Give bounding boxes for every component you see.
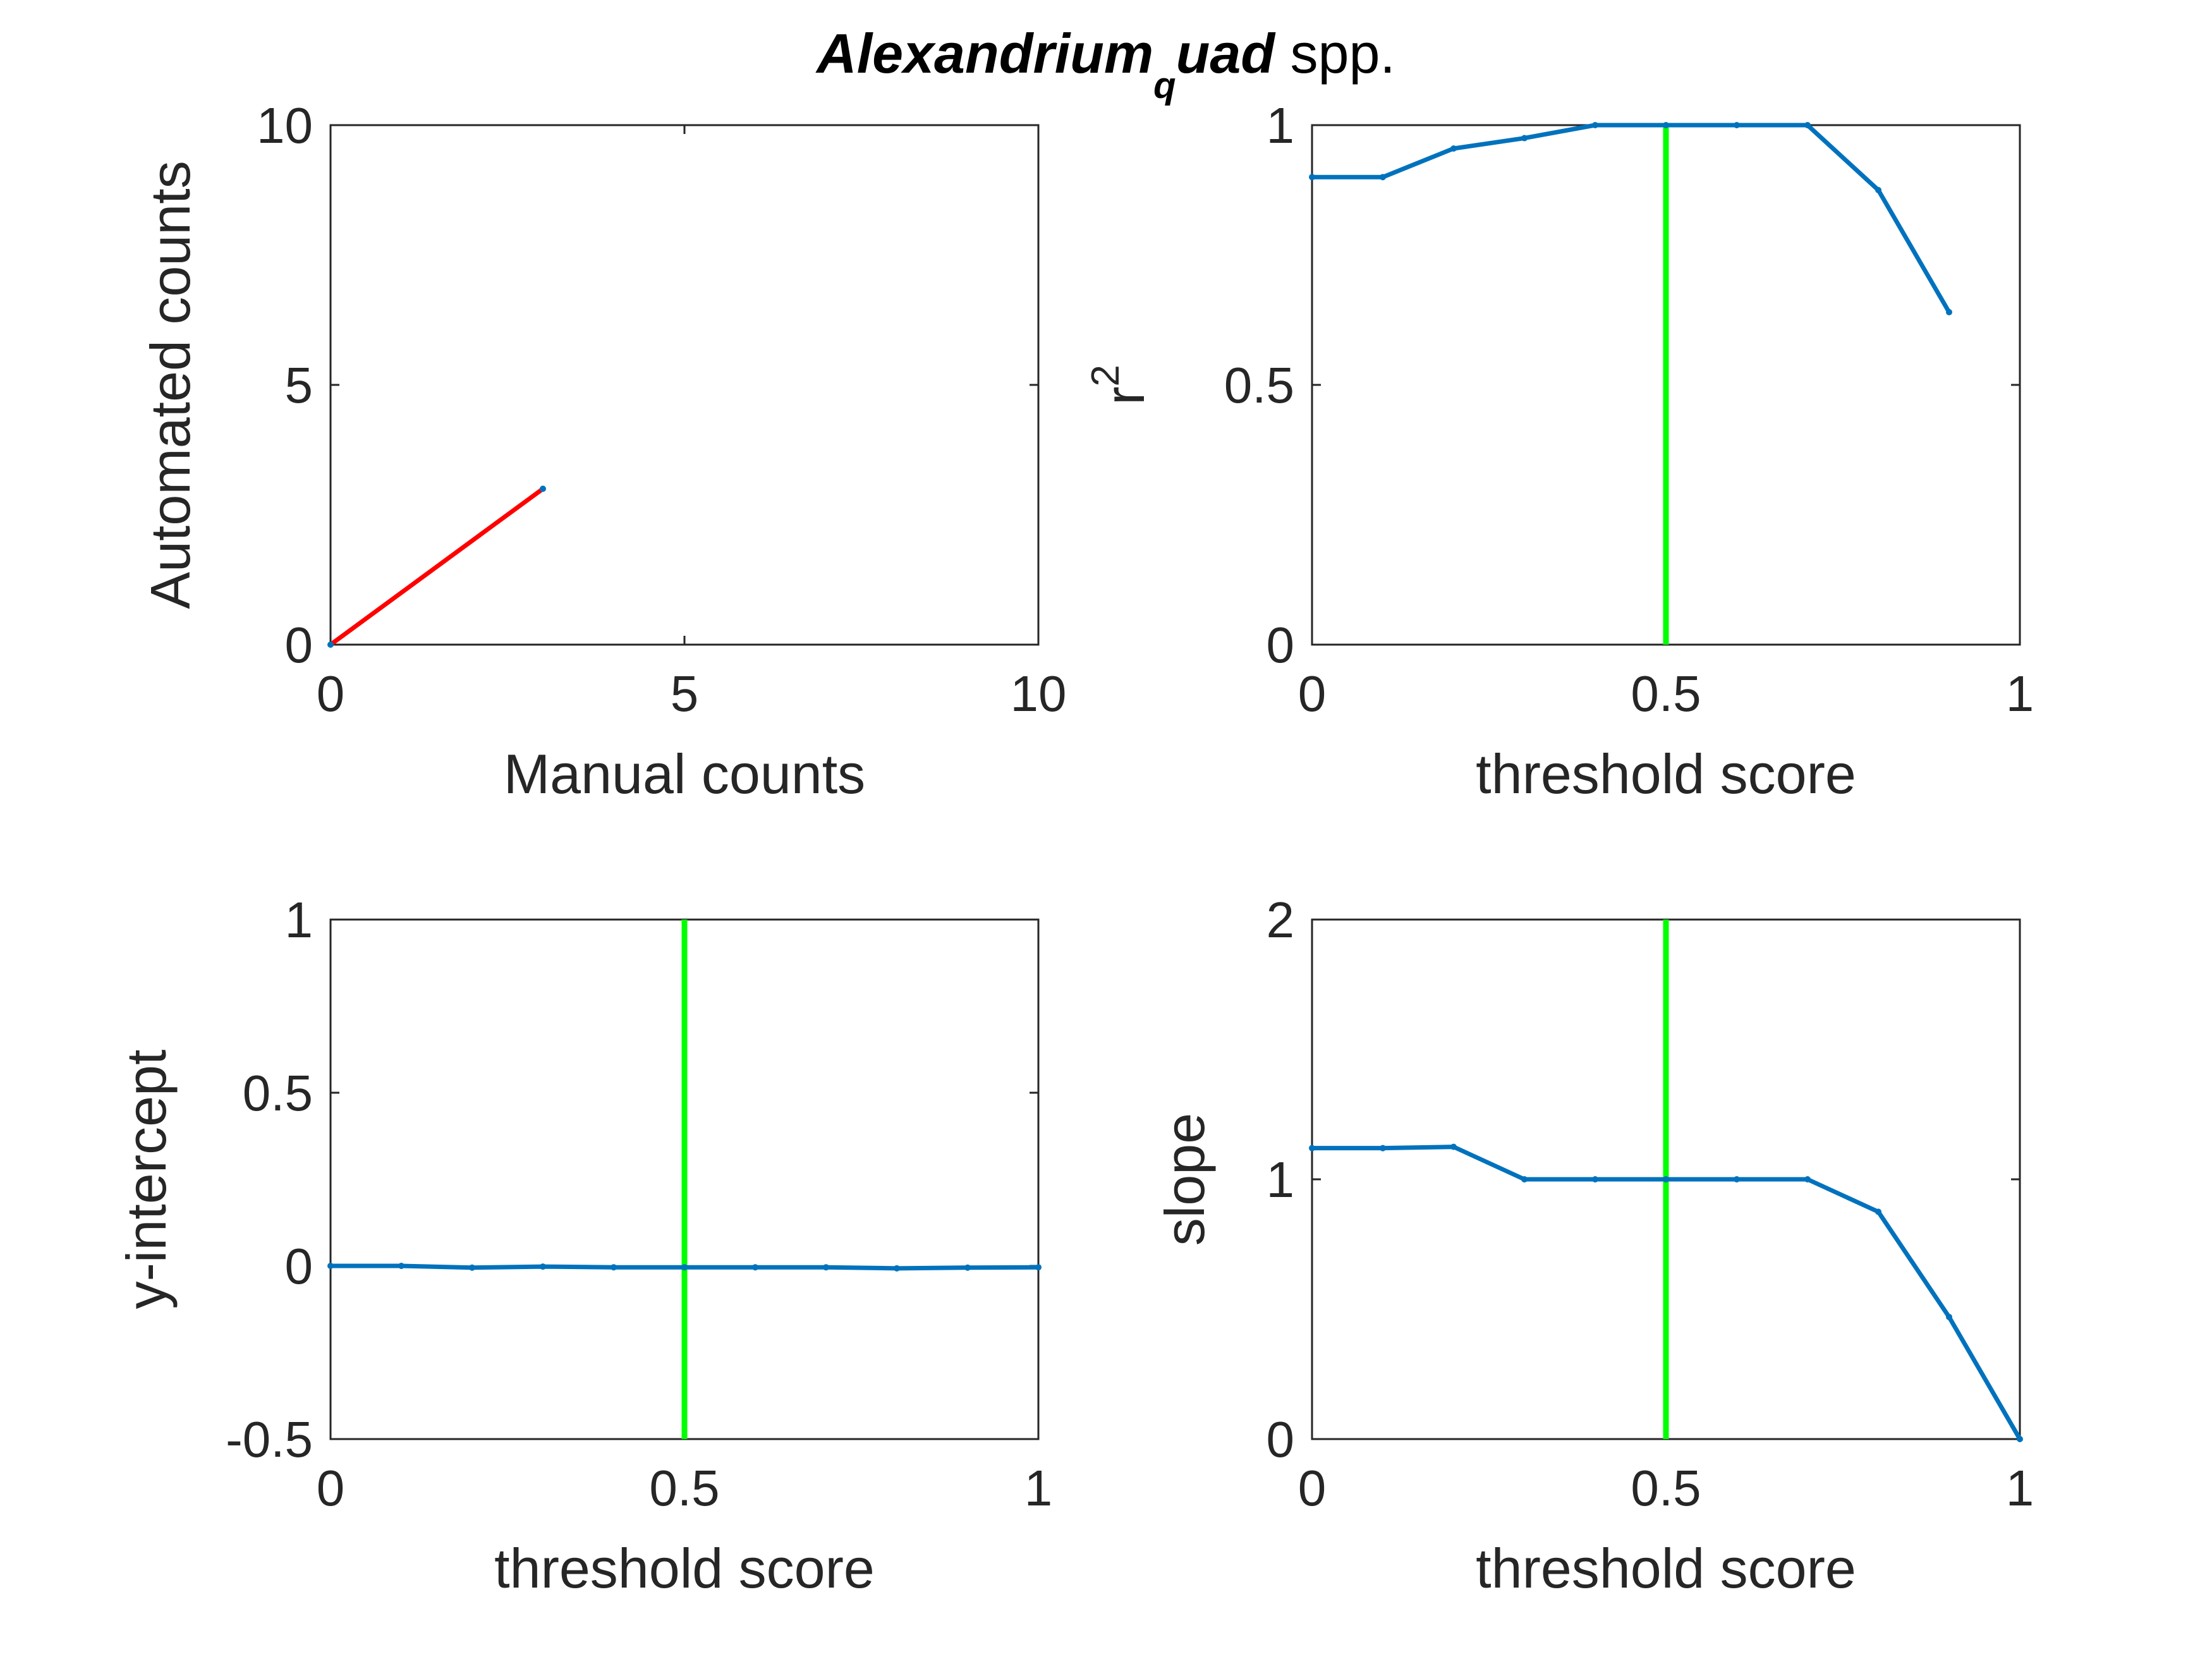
x-tick-label: 0: [317, 665, 345, 722]
data-point: [540, 1263, 546, 1270]
data-point: [1450, 145, 1457, 152]
data-point: [1450, 1143, 1457, 1150]
data-point: [1309, 174, 1315, 181]
title-subscript: q: [1153, 65, 1176, 106]
series-line: [1312, 123, 1952, 313]
data-point: [1734, 1176, 1740, 1182]
x-axis-label: threshold score: [494, 1537, 875, 1600]
series-line: [329, 487, 545, 647]
data-point: [327, 641, 334, 648]
data-point: [1875, 1208, 1881, 1215]
data-point: [964, 1264, 971, 1271]
title-genus: Alexandrium: [817, 22, 1154, 85]
figure-title: Alexandriumquad spp.: [0, 21, 2212, 106]
data-point: [398, 1263, 404, 1269]
data-point: [1521, 135, 1528, 142]
data-point: [1663, 122, 1669, 128]
y-tick-label: 5: [285, 357, 313, 413]
y-tick-label: 1: [1267, 1152, 1295, 1208]
y-axis-label-r2: r2: [1084, 365, 1156, 405]
data-point: [540, 485, 546, 492]
subplot-1: 0 5 10 0 5 10 Manual counts Automated counts: [139, 97, 1066, 805]
x-axis-label: threshold score: [1476, 1537, 1856, 1600]
data-point: [894, 1265, 900, 1272]
x-axis-label: threshold score: [1476, 743, 1856, 805]
subplot-2: 0 0.5 1 0 0.5 1 threshold score r2: [1084, 97, 2034, 805]
y-axis-label: slope: [1153, 1113, 1216, 1246]
x-tick-label: 0.5: [1631, 665, 1701, 722]
subplot-4: 0 0.5 1 0 1 2 threshold score slope: [1153, 892, 2034, 1600]
y-tick-label: 1: [285, 892, 313, 948]
data-point: [1592, 1176, 1598, 1182]
title-suffix: spp.: [1275, 22, 1395, 85]
data-point: [1521, 1176, 1528, 1182]
x-tick-label: 0: [1298, 1460, 1327, 1516]
y-tick-label: 0: [1267, 1411, 1295, 1468]
y-tick-label: 10: [257, 97, 313, 154]
data-point: [1946, 1313, 1952, 1320]
data-point: [469, 1264, 475, 1271]
y-tick-label: 2: [1267, 892, 1295, 948]
x-tick-label: 5: [671, 665, 699, 722]
data-point: [681, 1264, 688, 1271]
data-point: [1309, 1145, 1315, 1152]
y-tick-label: 1: [1267, 97, 1295, 154]
data-point: [1804, 122, 1811, 128]
data-point: [611, 1264, 617, 1271]
data-point: [1875, 186, 1881, 193]
y-tick-label: 0: [285, 1238, 313, 1294]
x-tick-label: 0.5: [649, 1460, 719, 1516]
data-point: [1946, 308, 1952, 315]
data-point: [823, 1264, 829, 1271]
data-point: [1804, 1176, 1811, 1182]
y-tick-label: 0.5: [243, 1065, 313, 1121]
data-point: [1380, 174, 1386, 181]
x-tick-label: 1: [2006, 665, 2034, 722]
y-tick-label: 0.5: [1224, 357, 1294, 413]
y-tick-label: 0: [1267, 617, 1295, 673]
x-tick-label: 0: [317, 1460, 345, 1516]
data-point: [1380, 1145, 1386, 1152]
data-point: [327, 1263, 334, 1269]
data-point: [1663, 1176, 1669, 1182]
title-species: uad: [1176, 22, 1275, 85]
data-point: [2017, 1436, 2023, 1442]
data-point: [1592, 122, 1598, 128]
x-axis-label: Manual counts: [504, 743, 865, 805]
y-tick-label: -0.5: [226, 1411, 313, 1468]
x-tick-label: 1: [1024, 1460, 1053, 1516]
x-tick-label: 10: [1011, 665, 1067, 722]
y-tick-label: 0: [285, 617, 313, 673]
x-tick-label: 1: [2006, 1460, 2034, 1516]
y-axis-label: y-intercept: [115, 1050, 178, 1310]
y-axis-label: Automated counts: [139, 161, 202, 609]
data-point: [752, 1264, 758, 1271]
data-point: [1035, 1264, 1042, 1271]
x-tick-label: 0.5: [1631, 1460, 1701, 1516]
x-tick-label: 0: [1298, 665, 1327, 722]
data-point: [1734, 122, 1740, 128]
